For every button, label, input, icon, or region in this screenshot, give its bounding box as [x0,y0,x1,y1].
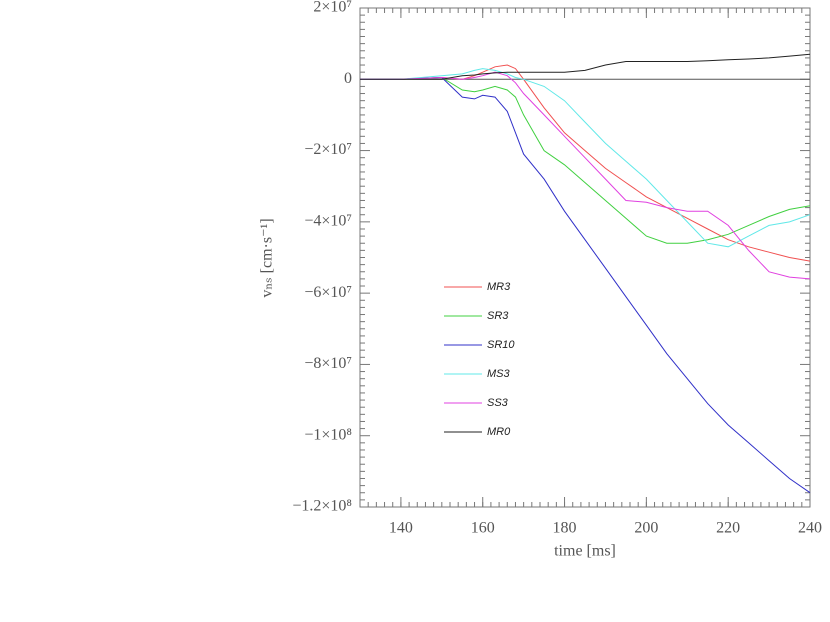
series-line [360,64,811,262]
y-axis-label: vₙₛ [cm·s⁻¹] [259,218,276,297]
series-line [360,76,811,494]
x-tick-label: 240 [798,520,822,537]
y-tick-label: −2×10⁷ [304,141,352,158]
legend-label: MR0 [487,426,511,438]
legend-label: SR10 [487,339,515,351]
legend-label: MR3 [487,281,511,293]
x-tick-label: 220 [716,520,740,537]
y-tick-label: −1×10⁸ [304,426,352,443]
legend-label: SR3 [487,310,509,322]
series-line [360,71,811,280]
y-tick-label: −8×10⁷ [304,355,352,372]
x-tick-label: 200 [634,520,658,537]
series-line [360,53,811,80]
series-line [360,68,811,248]
legend-label: SS3 [487,397,509,409]
plot-frame [359,7,811,508]
x-tick-label: 140 [389,520,413,537]
y-tick-label: 2×10⁷ [313,0,352,16]
x-tick-label: 180 [553,520,577,537]
series-line [360,76,811,244]
x-tick-label: 160 [471,520,495,537]
y-tick-label: −4×10⁷ [304,213,352,230]
legend-label: MS3 [487,368,511,380]
y-tick-label: 0 [344,70,352,87]
y-tick-label: −6×10⁷ [304,284,352,301]
x-axis-label: time [ms] [554,543,616,560]
y-tick-label: −1.2×10⁸ [292,498,352,515]
